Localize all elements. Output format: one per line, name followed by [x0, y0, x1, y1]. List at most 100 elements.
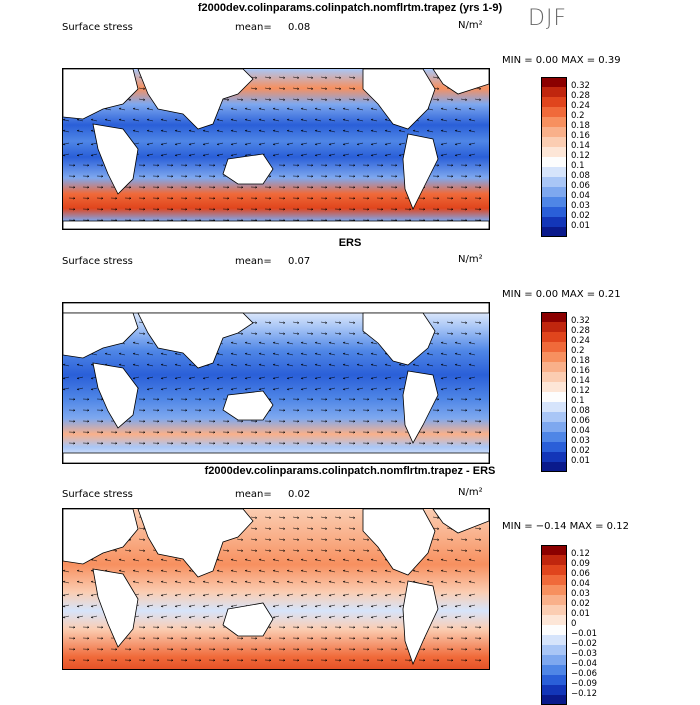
- colorbar-swatch: [541, 615, 567, 625]
- colorbar-swatch: [541, 665, 567, 675]
- colorbar-swatch: [541, 177, 567, 187]
- colorbar-swatch: [541, 545, 567, 555]
- colorbar-swatch: [541, 645, 567, 655]
- field-label: Surface stress: [62, 489, 133, 500]
- colorbar-tick-label: 0.18: [571, 357, 590, 366]
- stress-map: [62, 508, 490, 670]
- colorbar-tick-label: 0.18: [571, 122, 590, 131]
- colorbar-swatch: [541, 595, 567, 605]
- colorbar-swatch: [541, 352, 567, 362]
- colorbar-tick-label: 0.12: [571, 152, 590, 161]
- colorbar-tick-label: 0.24: [571, 337, 590, 346]
- colorbar-swatch: [541, 585, 567, 595]
- colorbar-tick-label: 0.2: [571, 347, 585, 356]
- colorbar-swatch: [541, 452, 567, 462]
- colorbar-swatch: [541, 442, 567, 452]
- mean-value: 0.02: [288, 489, 310, 500]
- colorbar-swatch: [541, 412, 567, 422]
- colorbar-swatch: [541, 362, 567, 372]
- colorbar-swatch: [541, 197, 567, 207]
- colorbar-tick-label: 0.02: [571, 212, 590, 221]
- colorbar-tick-label: 0.12: [571, 550, 590, 559]
- range-text: MIN = 0.00 MAX = 0.39: [502, 55, 621, 66]
- panel-title: ERS: [0, 237, 700, 249]
- colorbar-tick-label: 0.08: [571, 172, 590, 181]
- colorbar-swatch: [541, 402, 567, 412]
- colorbar-swatch: [541, 332, 567, 342]
- colorbar-swatch: [541, 685, 567, 695]
- units-label: N/m²: [458, 20, 483, 31]
- map-canvas: [63, 509, 489, 670]
- colorbar-tick-label: −0.09: [571, 680, 597, 689]
- colorbar-swatch: [541, 167, 567, 177]
- colorbar-swatch: [541, 97, 567, 107]
- colorbar-tick-label: −0.03: [571, 650, 597, 659]
- colorbar-tick-label: 0.01: [571, 222, 590, 231]
- colorbar-tick-label: 0.14: [571, 377, 590, 386]
- colorbar-tick-label: 0.04: [571, 580, 590, 589]
- colorbar-swatch: [541, 342, 567, 352]
- colorbar-swatch: [541, 565, 567, 575]
- colorbar-swatch: [541, 625, 567, 635]
- colorbar-swatch: [541, 575, 567, 585]
- colorbar-swatch: [541, 372, 567, 382]
- colorbar-tick-label: 0.04: [571, 427, 590, 436]
- colorbar-tick-label: 0.03: [571, 590, 590, 599]
- colorbar-swatch: [541, 555, 567, 565]
- units-label: N/m²: [458, 487, 483, 498]
- colorbar-tick-label: 0.06: [571, 417, 590, 426]
- colorbar-swatch: [541, 675, 567, 685]
- colorbar-tick-label: 0: [571, 620, 576, 629]
- colorbar-swatch: [541, 157, 567, 167]
- colorbar-tick-label: 0.1: [571, 162, 585, 171]
- colorbar-swatch: [541, 117, 567, 127]
- colorbar-tick-label: 0.02: [571, 447, 590, 456]
- stress-map: [62, 302, 490, 464]
- mean-label: mean=: [235, 22, 272, 33]
- colorbar-swatch: [541, 312, 567, 322]
- colorbar-tick-label: 0.1: [571, 397, 585, 406]
- colorbar-swatch: [541, 695, 567, 705]
- colorbar-swatch: [541, 127, 567, 137]
- colorbar-tick-label: 0.32: [571, 82, 590, 91]
- colorbar-swatch: [541, 422, 567, 432]
- colorbar-swatch: [541, 137, 567, 147]
- colorbar-tick-label: 0.16: [571, 132, 590, 141]
- colorbar-tick-label: 0.08: [571, 407, 590, 416]
- range-text: MIN = −0.14 MAX = 0.12: [502, 521, 629, 532]
- colorbar-swatch: [541, 147, 567, 157]
- colorbar-tick-label: 0.04: [571, 192, 590, 201]
- colorbar-swatch: [541, 77, 567, 87]
- colorbar-tick-label: 0.01: [571, 610, 590, 619]
- colorbar-tick-label: −0.04: [571, 660, 597, 669]
- colorbar-swatch: [541, 207, 567, 217]
- mean-label: mean=: [235, 256, 272, 267]
- mean-value: 0.08: [288, 22, 310, 33]
- colorbar-swatch: [541, 605, 567, 615]
- colorbar-tick-label: 0.32: [571, 317, 590, 326]
- colorbar-swatch: [541, 217, 567, 227]
- map-canvas: [63, 303, 489, 463]
- colorbar-swatch: [541, 655, 567, 665]
- units-label: N/m²: [458, 254, 483, 265]
- colorbar-swatch: [541, 187, 567, 197]
- colorbar-tick-label: 0.28: [571, 92, 590, 101]
- colorbar-swatch: [541, 635, 567, 645]
- panel-title: f2000dev.colinparams.colinpatch.nomflrtm…: [0, 2, 700, 14]
- colorbar-tick-label: 0.28: [571, 327, 590, 336]
- colorbar-tick-label: 0.02: [571, 600, 590, 609]
- range-text: MIN = 0.00 MAX = 0.21: [502, 289, 621, 300]
- colorbar-tick-label: 0.09: [571, 560, 590, 569]
- colorbar-tick-label: 0.12: [571, 387, 590, 396]
- field-label: Surface stress: [62, 22, 133, 33]
- colorbar-tick-label: 0.03: [571, 202, 590, 211]
- colorbar-swatch: [541, 87, 567, 97]
- colorbar-swatch: [541, 432, 567, 442]
- stress-map: [62, 68, 490, 230]
- colorbar-swatch: [541, 392, 567, 402]
- colorbar-swatch: [541, 107, 567, 117]
- colorbar-swatch: [541, 322, 567, 332]
- colorbar-tick-label: 0.06: [571, 570, 590, 579]
- colorbar-tick-label: −0.02: [571, 640, 597, 649]
- colorbar-tick-label: −0.12: [571, 690, 597, 699]
